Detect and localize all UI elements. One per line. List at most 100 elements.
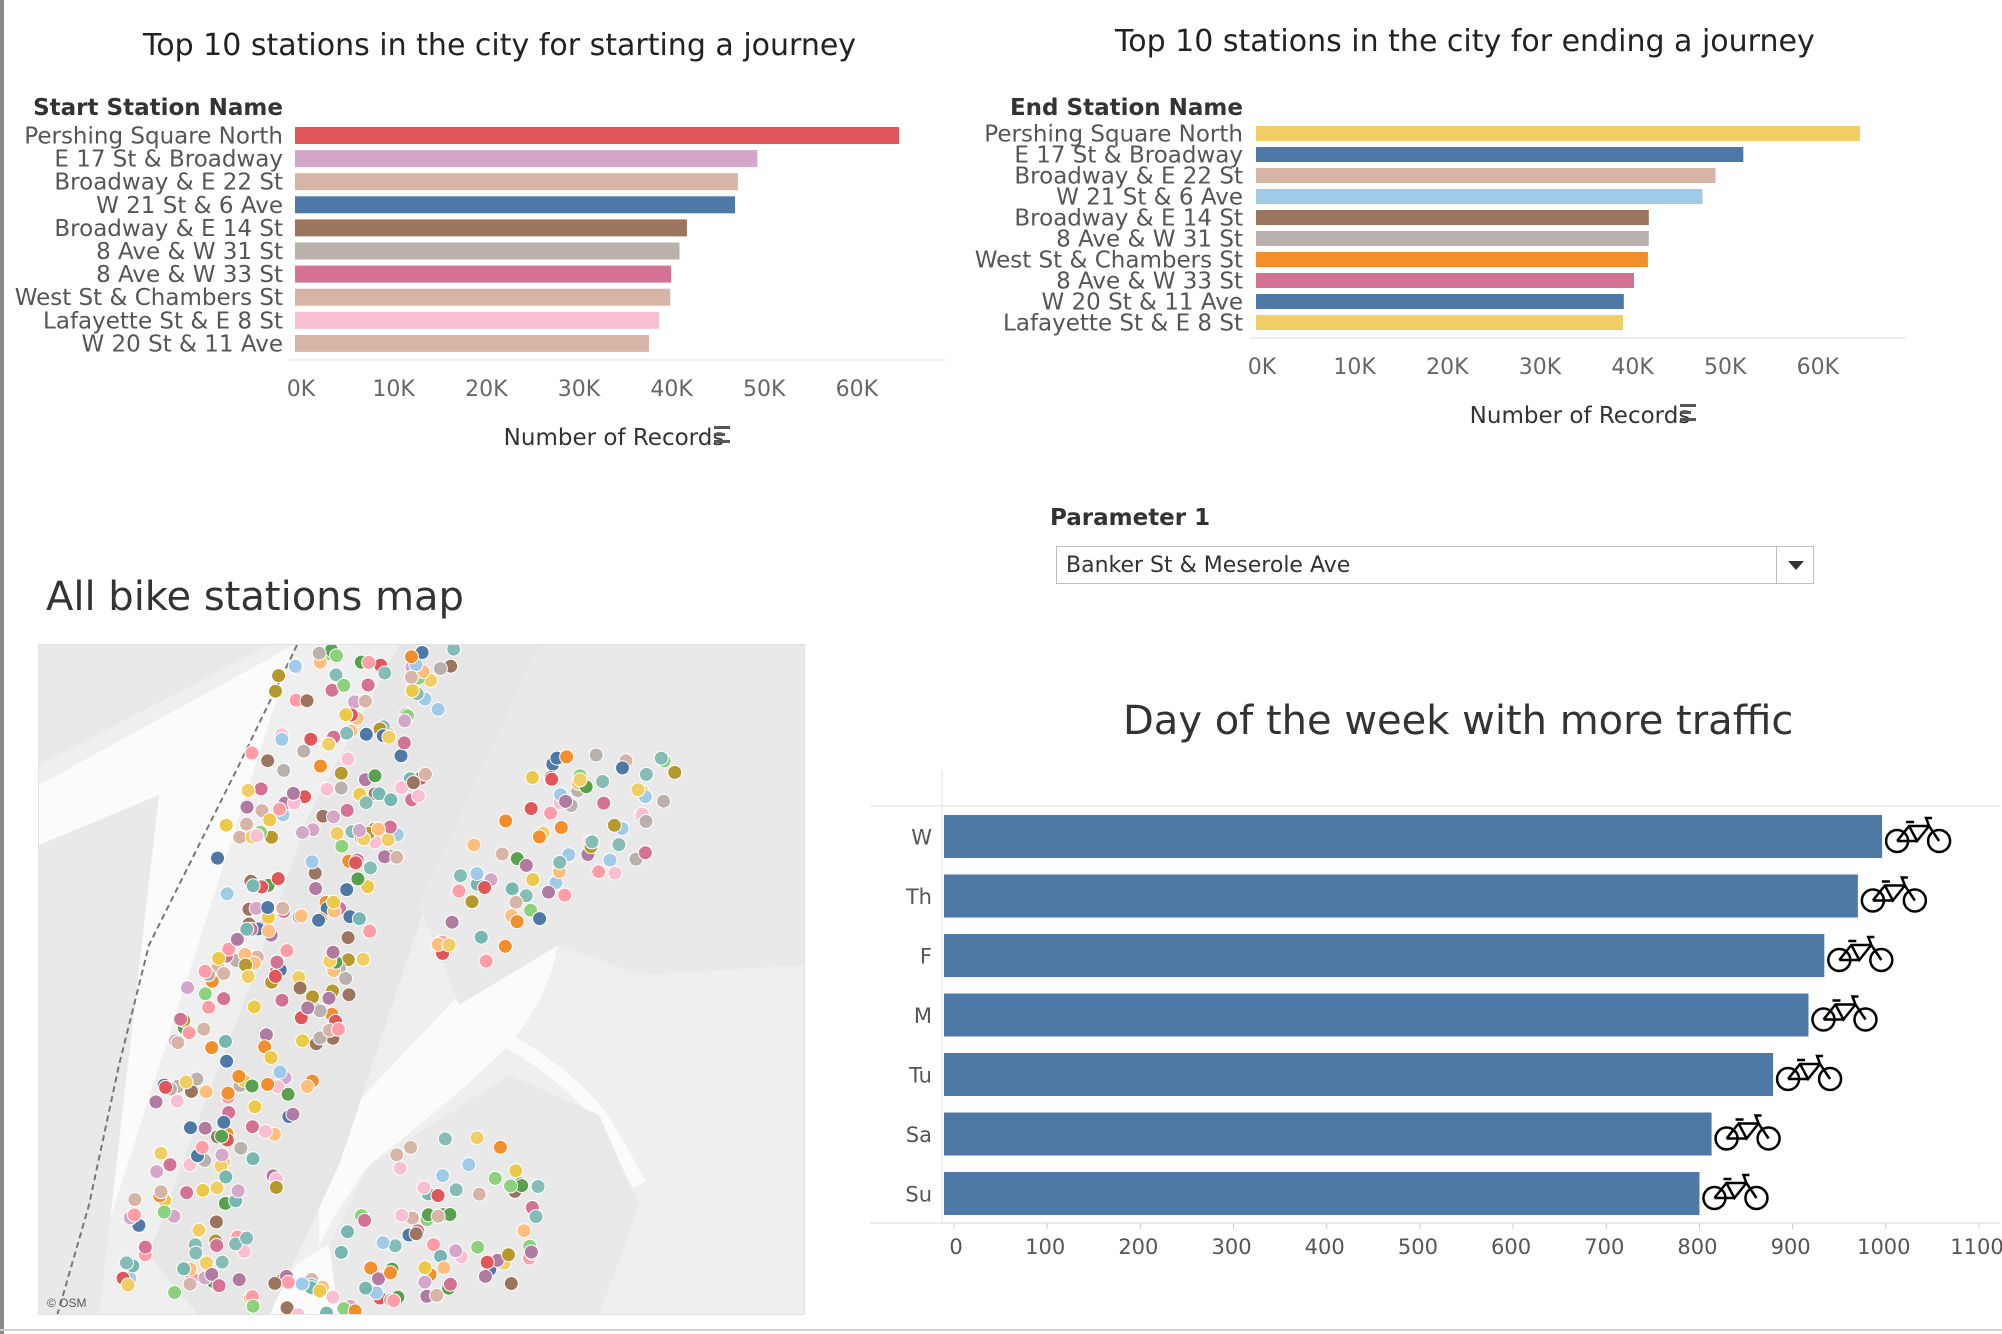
station-marker[interactable] bbox=[477, 1268, 493, 1284]
station-marker[interactable] bbox=[339, 802, 355, 818]
station-marker[interactable] bbox=[530, 1179, 546, 1194]
station-marker[interactable] bbox=[430, 701, 446, 717]
station-marker[interactable] bbox=[276, 762, 292, 778]
station-marker[interactable] bbox=[656, 793, 672, 809]
station-marker[interactable] bbox=[358, 726, 374, 742]
station-marker[interactable] bbox=[253, 781, 269, 797]
station-marker[interactable] bbox=[218, 817, 234, 833]
station-marker[interactable] bbox=[272, 1064, 288, 1080]
station-marker[interactable] bbox=[492, 1139, 508, 1155]
station-marker[interactable] bbox=[311, 645, 327, 661]
station-marker[interactable] bbox=[477, 880, 493, 895]
station-marker[interactable] bbox=[326, 894, 341, 910]
station-marker[interactable] bbox=[360, 677, 376, 693]
station-marker[interactable] bbox=[426, 1237, 441, 1253]
station-marker[interactable] bbox=[329, 648, 344, 664]
station-marker[interactable] bbox=[340, 1224, 355, 1240]
station-marker[interactable] bbox=[268, 1179, 284, 1195]
station-marker[interactable] bbox=[338, 971, 354, 986]
station-marker[interactable] bbox=[358, 693, 373, 709]
station-marker[interactable] bbox=[260, 1076, 276, 1092]
station-marker[interactable] bbox=[381, 729, 397, 745]
station-marker[interactable] bbox=[285, 785, 301, 801]
station-marker[interactable] bbox=[279, 1300, 295, 1315]
station-marker[interactable] bbox=[437, 1131, 453, 1147]
station-marker[interactable] bbox=[572, 772, 588, 788]
station-marker[interactable] bbox=[380, 832, 396, 848]
station-marker[interactable] bbox=[208, 1214, 224, 1230]
station-marker[interactable] bbox=[325, 944, 341, 960]
station-marker[interactable] bbox=[436, 1260, 452, 1276]
station-marker[interactable] bbox=[389, 849, 405, 865]
station-marker[interactable] bbox=[216, 966, 232, 981]
station-marker[interactable] bbox=[552, 854, 568, 870]
station-marker[interactable] bbox=[287, 658, 303, 674]
station-marker[interactable] bbox=[531, 829, 547, 845]
station-marker[interactable] bbox=[239, 921, 255, 937]
station-marker[interactable] bbox=[245, 1151, 261, 1167]
station-marker[interactable] bbox=[370, 821, 386, 837]
station-marker[interactable] bbox=[232, 829, 248, 845]
station-marker[interactable] bbox=[607, 865, 623, 881]
station-marker[interactable] bbox=[247, 1099, 263, 1115]
station-marker[interactable] bbox=[182, 1276, 198, 1292]
station-marker[interactable] bbox=[194, 1139, 210, 1155]
station-marker[interactable] bbox=[218, 1033, 233, 1049]
station-marker[interactable] bbox=[544, 771, 560, 787]
station-marker[interactable] bbox=[311, 912, 327, 928]
station-marker[interactable] bbox=[214, 1254, 230, 1270]
station-marker[interactable] bbox=[653, 750, 669, 766]
station-marker[interactable] bbox=[557, 887, 573, 903]
station-marker[interactable] bbox=[396, 735, 412, 751]
station-marker[interactable] bbox=[244, 1119, 260, 1135]
station-marker[interactable] bbox=[355, 951, 371, 967]
station-marker[interactable] bbox=[348, 855, 364, 871]
station-marker[interactable] bbox=[416, 1180, 432, 1196]
station-marker[interactable] bbox=[272, 801, 287, 817]
station-marker[interactable] bbox=[435, 1168, 451, 1184]
station-marker[interactable] bbox=[411, 788, 426, 804]
station-marker[interactable] bbox=[219, 886, 235, 902]
station-marker[interactable] bbox=[473, 929, 489, 945]
station-marker[interactable] bbox=[180, 980, 195, 996]
station-marker[interactable] bbox=[417, 1274, 433, 1290]
station-marker[interactable] bbox=[394, 1207, 410, 1223]
station-marker[interactable] bbox=[260, 900, 276, 915]
station-marker[interactable] bbox=[442, 1276, 458, 1292]
station-marker[interactable] bbox=[308, 881, 324, 896]
station-marker[interactable] bbox=[611, 837, 627, 853]
station-marker[interactable] bbox=[149, 1164, 165, 1180]
station-marker[interactable] bbox=[244, 1078, 260, 1094]
station-marker[interactable] bbox=[351, 911, 367, 927]
station-marker[interactable] bbox=[292, 980, 308, 996]
station-marker[interactable] bbox=[469, 1130, 485, 1146]
station-marker[interactable] bbox=[201, 999, 217, 1015]
station-marker[interactable] bbox=[509, 914, 525, 930]
station-marker[interactable] bbox=[501, 1247, 516, 1263]
station-marker[interactable] bbox=[313, 758, 328, 774]
station-marker[interactable] bbox=[429, 1287, 445, 1303]
station-marker[interactable] bbox=[497, 938, 513, 954]
station-marker[interactable] bbox=[280, 1086, 296, 1102]
station-marker[interactable] bbox=[494, 846, 510, 862]
station-marker[interactable] bbox=[304, 854, 320, 870]
station-marker[interactable] bbox=[383, 792, 399, 808]
station-marker[interactable] bbox=[319, 781, 335, 797]
station-marker[interactable] bbox=[188, 1245, 204, 1261]
station-marker[interactable] bbox=[357, 1212, 373, 1228]
station-marker[interactable] bbox=[606, 817, 622, 833]
station-marker[interactable] bbox=[667, 764, 683, 780]
station-marker[interactable] bbox=[478, 953, 494, 969]
station-marker[interactable] bbox=[615, 760, 630, 776]
station-marker[interactable] bbox=[271, 668, 287, 684]
station-marker[interactable] bbox=[178, 1074, 194, 1090]
station-marker[interactable] bbox=[267, 968, 283, 984]
station-marker[interactable] bbox=[153, 1145, 169, 1161]
station-marker[interactable] bbox=[471, 1186, 487, 1202]
station-marker[interactable] bbox=[220, 1085, 236, 1101]
station-marker[interactable] bbox=[333, 780, 349, 796]
station-marker[interactable] bbox=[221, 941, 237, 957]
chevron-down-icon[interactable] bbox=[1776, 547, 1813, 583]
station-marker[interactable] bbox=[508, 1163, 524, 1179]
station-marker[interactable] bbox=[294, 1276, 310, 1292]
